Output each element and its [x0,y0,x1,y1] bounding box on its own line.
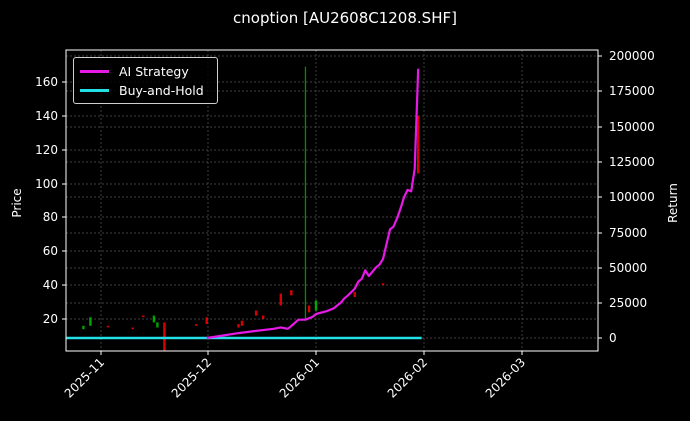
candle [82,325,85,330]
candle [314,300,318,311]
plot-frame [65,49,599,352]
left-tick-label: 40 [43,278,58,292]
right-tick-label: 200000 [609,49,655,63]
left-tick-label: 20 [43,312,58,326]
x-tick-label: 2026-01 [277,355,322,400]
legend-label: Buy-and-Hold [119,82,204,98]
candle [261,315,265,319]
right-tick-label: 0 [609,331,617,345]
candle [156,322,159,328]
x-axis: 2025-11 2025-12 2026-01 2026-02 2026-03 [62,351,528,401]
legend-label: AI Strategy [119,63,189,79]
candle [106,325,110,328]
ai-strategy-swatch [80,69,109,73]
legend-item-buy-and-hold: Buy-and-Hold [80,81,204,99]
candle [205,317,208,325]
candle [353,291,356,297]
legend-item-ai-strategy: AI Strategy [80,62,189,80]
left-tick-label: 60 [43,244,58,258]
candle [254,310,258,316]
right-tick-label: 50000 [609,261,647,275]
candle [240,320,244,326]
candle [304,66,307,319]
right-tick-label: 100000 [609,190,655,204]
right-tick-label: 25000 [609,296,647,310]
buy-and-hold-swatch [80,88,109,92]
right-axis: 0 25000 50000 75000 100000 125000 150000… [598,49,680,345]
left-tick-label: 80 [43,210,58,224]
candle [89,317,92,326]
candle [195,324,198,326]
chart-title: cnoption [AU2608C1208.SHF] [233,9,457,27]
right-tick-label: 75000 [609,226,647,240]
legend: AI Strategy Buy-and-Hold [73,57,218,104]
left-tick-label: 100 [35,177,58,191]
left-tick-label: 160 [35,75,58,89]
x-tick-label: 2026-03 [483,355,528,400]
ai-strategy-line [206,68,420,340]
right-tick-label: 175000 [609,84,655,98]
x-tick-label: 2026-02 [385,355,430,400]
candle [142,315,145,318]
candle [152,315,156,323]
candlesticks [82,66,420,352]
grid [66,50,598,351]
x-tick-label: 2025-12 [169,355,214,400]
right-axis-label: Return [666,183,680,223]
left-axis: 20 40 60 80 100 120 140 160 Price [10,75,66,326]
right-tick-label: 125000 [609,155,655,169]
candle [381,283,385,286]
candle [237,324,240,328]
candle [131,327,134,330]
left-tick-label: 120 [35,143,58,157]
left-axis-label: Price [10,188,24,217]
right-tick-label: 150000 [609,120,655,134]
candle [279,293,282,306]
candle [307,305,311,313]
candle [290,290,293,296]
candle [417,115,420,174]
x-tick-label: 2025-11 [62,355,107,400]
left-tick-label: 140 [35,109,58,123]
